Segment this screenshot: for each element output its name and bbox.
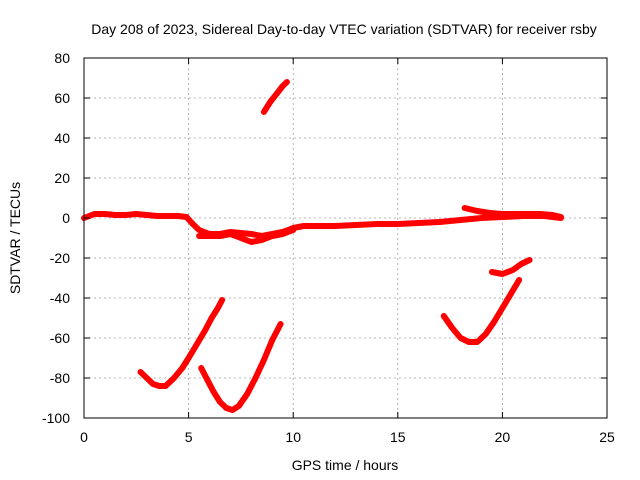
series-layer — [81, 79, 564, 413]
y-axis-label: SDTVAR / TECUs — [7, 182, 23, 294]
y-tick-label: 60 — [54, 90, 70, 106]
x-tick-label: 20 — [495, 429, 511, 445]
tick-layer: 0 5 10 15 20 25 -100 -80 -60 -40 -20 0 20 40 60 80 — [42, 50, 615, 445]
series-arc-c — [260, 79, 290, 115]
series-arc-d — [440, 277, 523, 345]
y-tick-label: -20 — [50, 250, 70, 266]
chart-title: Day 208 of 2023, Sidereal Day-to-day VTE… — [91, 21, 597, 37]
series-arc-b — [198, 321, 284, 413]
y-tick-label: -40 — [50, 290, 70, 306]
y-tick-label: -60 — [50, 330, 70, 346]
x-tick-label: 0 — [80, 429, 88, 445]
series-baseline-upper — [461, 205, 564, 220]
x-tick-label: 5 — [185, 429, 193, 445]
y-tick-label: 40 — [54, 130, 70, 146]
grid-layer — [84, 58, 607, 418]
y-tick-label: 80 — [54, 50, 70, 66]
x-tick-label: 10 — [285, 429, 301, 445]
series-arc-e — [488, 257, 533, 277]
series-arc-a — [137, 297, 226, 389]
x-tick-label: 25 — [599, 429, 615, 445]
x-axis-label: GPS time / hours — [292, 457, 399, 473]
x-tick-label: 15 — [390, 429, 406, 445]
y-tick-label: -80 — [50, 370, 70, 386]
series-baseline — [81, 211, 564, 239]
y-tick-label: -100 — [42, 410, 70, 426]
plot-frame — [83, 57, 608, 419]
series-baseline-spread — [196, 227, 297, 245]
y-tick-label: 20 — [54, 170, 70, 186]
y-tick-label: 0 — [62, 210, 70, 226]
